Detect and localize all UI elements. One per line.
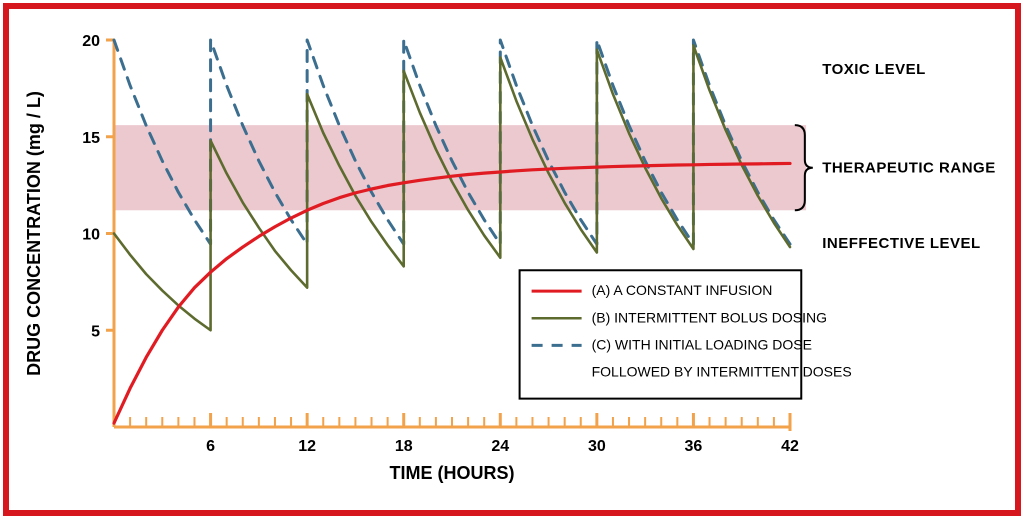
x-axis-title: TIME (HOURS): [390, 463, 515, 483]
region-label-ineffective: INEFFECTIVE LEVEL: [822, 235, 981, 252]
outer-frame: [6, 6, 1018, 513]
pk-chart: 5 10 15 20 6 12 18 24 30 36 42 TIME (HOURS) DRUG CON…: [0, 0, 1024, 519]
region-label-toxic: TOXIC LEVEL: [822, 61, 926, 78]
x-tick-label: 30: [588, 438, 606, 455]
x-tick-label: 6: [206, 438, 215, 455]
x-tick-label: 24: [491, 438, 509, 455]
x-tick-label: 12: [298, 438, 316, 455]
legend-label-a: (A) A CONSTANT INFUSION: [592, 282, 773, 298]
x-tick-label: 42: [781, 438, 799, 455]
legend-label-c-2: FOLLOWED BY INTERMITTENT DOSES: [592, 363, 852, 379]
legend-label-c: (C) WITH INITIAL LOADING DOSE: [592, 336, 812, 352]
y-tick-label: 15: [82, 130, 100, 147]
region-label-therapeutic: THERAPEUTIC RANGE: [822, 160, 996, 177]
x-tick-label: 36: [685, 438, 703, 455]
y-tick-label: 10: [82, 227, 100, 244]
y-axis-title: DRUG CONCENTRATION (mg / L): [24, 91, 44, 376]
legend-label-b: (B) INTERMITTENT BOLUS DOSING: [592, 309, 827, 325]
x-tick-label: 18: [395, 438, 413, 455]
y-tick-label: 5: [91, 323, 100, 340]
y-tick-label: 20: [82, 33, 100, 50]
